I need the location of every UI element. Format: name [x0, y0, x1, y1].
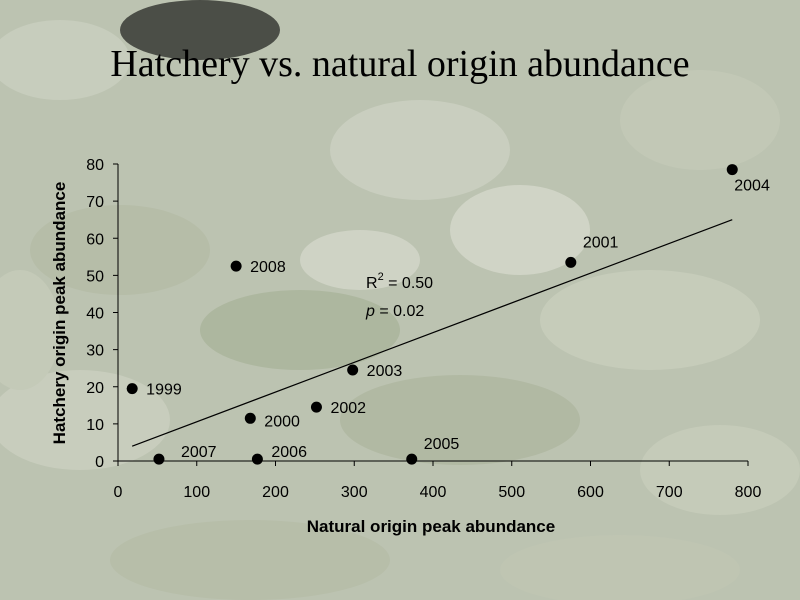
- y-tick-label: 80: [86, 157, 104, 174]
- x-axis-title: Natural origin peak abundance: [307, 517, 555, 536]
- y-tick-label: 10: [86, 417, 104, 434]
- y-tick-label: 60: [86, 231, 104, 248]
- x-tick-label: 500: [498, 484, 525, 501]
- p-value-annotation: p = 0.02: [365, 303, 424, 320]
- point-label-1999: 1999: [146, 382, 182, 399]
- point-label-2005: 2005: [424, 436, 460, 453]
- y-tick-label: 20: [86, 380, 104, 397]
- point-label-2000: 2000: [264, 413, 300, 430]
- r-squared-annotation: R2 = 0.50: [366, 271, 433, 292]
- x-tick-label: 0: [114, 484, 123, 501]
- chart-axes: 0 100 200 300 400 500 600 700 800 0 10 20 30 40 50 60 70…: [86, 157, 761, 501]
- slide-title: Hatchery vs. natural origin abundance: [110, 43, 690, 85]
- data-points-group: [126, 164, 738, 465]
- data-point-2004: [726, 164, 738, 176]
- trendline-group: [131, 219, 733, 447]
- y-tick-label: 70: [86, 194, 104, 211]
- point-label-2003: 2003: [367, 363, 403, 380]
- x-tick-label: 700: [656, 484, 683, 501]
- point-labels-group: 1999 2000 2001 2002 2003 2004 2005 2006 2007 2008: [146, 178, 770, 462]
- x-tick-label: 800: [735, 484, 762, 501]
- data-point-2008: [230, 260, 242, 272]
- trendline: [131, 219, 733, 447]
- y-tick-label: 30: [86, 343, 104, 360]
- data-point-2002: [310, 401, 322, 413]
- data-point-2001: [565, 256, 577, 268]
- data-point-2006: [251, 453, 263, 465]
- y-tick-label: 0: [95, 454, 104, 471]
- data-point-2005: [406, 453, 418, 465]
- point-label-2002: 2002: [330, 400, 366, 417]
- data-point-2000: [244, 412, 256, 424]
- point-label-2004: 2004: [734, 178, 770, 195]
- y-tick-label: 40: [86, 306, 104, 323]
- x-tick-label: 300: [341, 484, 368, 501]
- y-axis-title: Hatchery origin peak abundance: [50, 182, 69, 445]
- x-tick-label: 200: [262, 484, 289, 501]
- point-label-2006: 2006: [271, 444, 307, 461]
- x-tick-label: 100: [183, 484, 210, 501]
- data-point-2003: [347, 364, 359, 376]
- x-tick-label: 600: [577, 484, 604, 501]
- data-point-1999: [126, 383, 138, 395]
- point-label-2008: 2008: [250, 259, 286, 276]
- y-tick-label: 50: [86, 268, 104, 285]
- data-point-2007: [153, 453, 165, 465]
- point-label-2001: 2001: [583, 234, 619, 251]
- x-tick-label: 400: [420, 484, 447, 501]
- point-label-2007: 2007: [181, 444, 217, 461]
